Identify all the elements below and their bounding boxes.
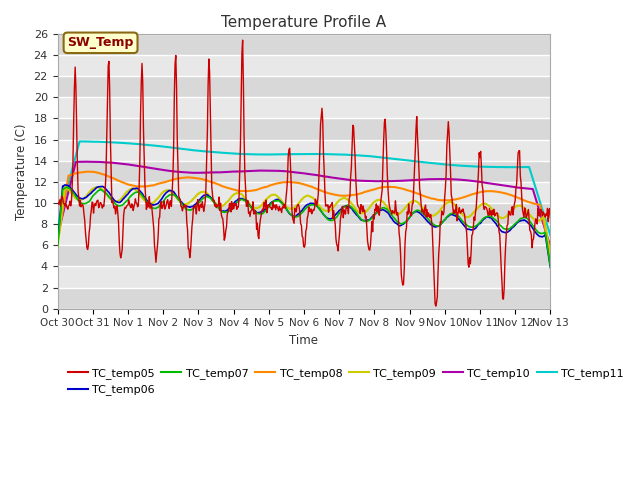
TC_temp10 bbox=[215, 169, 223, 175]
TC_temp05 bbox=[239, 37, 246, 43]
Line: TC_temp11: TC_temp11 bbox=[58, 142, 550, 235]
TC_temp09 bbox=[186, 199, 193, 205]
TC_temp05 bbox=[214, 202, 222, 208]
TC_temp07 bbox=[215, 206, 223, 212]
TC_temp10 bbox=[547, 244, 554, 250]
TC_temp06 bbox=[547, 265, 554, 271]
TC_temp08 bbox=[215, 182, 223, 188]
TC_temp07 bbox=[501, 226, 509, 232]
TC_temp08 bbox=[54, 240, 61, 246]
Line: TC_temp09: TC_temp09 bbox=[58, 187, 550, 256]
TC_temp11 bbox=[470, 164, 477, 169]
TC_temp11 bbox=[215, 150, 223, 156]
TC_temp09 bbox=[54, 244, 61, 250]
TC_temp07 bbox=[63, 184, 70, 190]
TC_temp07 bbox=[470, 225, 477, 230]
Line: TC_temp10: TC_temp10 bbox=[58, 162, 550, 247]
X-axis label: Time: Time bbox=[289, 334, 319, 347]
TC_temp05 bbox=[547, 215, 554, 220]
TC_temp09 bbox=[501, 215, 509, 220]
TC_temp06 bbox=[61, 182, 68, 188]
Bar bbox=[58, 119, 550, 140]
TC_temp10 bbox=[82, 159, 90, 165]
Bar bbox=[58, 203, 550, 224]
TC_temp10 bbox=[186, 170, 193, 176]
TC_temp11 bbox=[68, 169, 76, 175]
TC_temp11 bbox=[76, 139, 83, 144]
TC_temp05 bbox=[134, 204, 141, 210]
TC_temp10 bbox=[54, 233, 61, 239]
Text: SW_Temp: SW_Temp bbox=[67, 36, 134, 49]
TC_temp11 bbox=[501, 164, 509, 170]
Legend: TC_temp05, TC_temp06, TC_temp07, TC_temp08, TC_temp09, TC_temp10, TC_temp11: TC_temp05, TC_temp06, TC_temp07, TC_temp… bbox=[63, 364, 628, 400]
TC_temp06 bbox=[470, 227, 477, 232]
TC_temp09 bbox=[215, 204, 223, 209]
Bar bbox=[58, 34, 550, 55]
TC_temp09 bbox=[470, 210, 477, 216]
TC_temp09 bbox=[134, 189, 142, 195]
Bar bbox=[58, 288, 550, 309]
TC_temp07 bbox=[134, 189, 142, 194]
TC_temp07 bbox=[68, 189, 76, 195]
TC_temp08 bbox=[84, 169, 92, 175]
Bar bbox=[58, 76, 550, 97]
Line: TC_temp06: TC_temp06 bbox=[58, 185, 550, 268]
TC_temp09 bbox=[547, 253, 554, 259]
TC_temp06 bbox=[134, 186, 142, 192]
TC_temp06 bbox=[501, 229, 509, 235]
Bar bbox=[58, 161, 550, 182]
TC_temp08 bbox=[134, 184, 142, 190]
TC_temp08 bbox=[186, 175, 193, 180]
TC_temp08 bbox=[547, 251, 554, 257]
Line: TC_temp07: TC_temp07 bbox=[58, 187, 550, 266]
Line: TC_temp08: TC_temp08 bbox=[58, 172, 550, 254]
Bar bbox=[58, 245, 550, 266]
TC_temp08 bbox=[470, 191, 477, 197]
TC_temp05 bbox=[502, 243, 509, 249]
TC_temp11 bbox=[134, 141, 142, 147]
TC_temp07 bbox=[54, 243, 61, 249]
TC_temp07 bbox=[547, 264, 554, 269]
TC_temp11 bbox=[186, 147, 193, 153]
TC_temp10 bbox=[501, 183, 509, 189]
TC_temp09 bbox=[68, 191, 76, 196]
TC_temp11 bbox=[547, 232, 554, 238]
TC_temp10 bbox=[134, 163, 142, 169]
TC_temp05 bbox=[68, 198, 76, 204]
TC_temp07 bbox=[186, 207, 193, 213]
TC_temp05 bbox=[470, 214, 478, 220]
TC_temp08 bbox=[68, 172, 76, 178]
TC_temp06 bbox=[186, 204, 193, 210]
TC_temp05 bbox=[185, 246, 193, 252]
Title: Temperature Profile A: Temperature Profile A bbox=[221, 15, 387, 30]
TC_temp06 bbox=[68, 187, 76, 192]
Y-axis label: Temperature (C): Temperature (C) bbox=[15, 123, 28, 219]
TC_temp08 bbox=[501, 191, 509, 196]
TC_temp10 bbox=[68, 177, 76, 182]
TC_temp05 bbox=[432, 303, 440, 309]
TC_temp06 bbox=[54, 241, 61, 247]
TC_temp11 bbox=[54, 222, 61, 228]
Line: TC_temp05: TC_temp05 bbox=[58, 40, 550, 306]
TC_temp06 bbox=[215, 206, 223, 212]
TC_temp05 bbox=[54, 199, 61, 205]
TC_temp10 bbox=[470, 178, 477, 184]
TC_temp09 bbox=[93, 184, 101, 190]
